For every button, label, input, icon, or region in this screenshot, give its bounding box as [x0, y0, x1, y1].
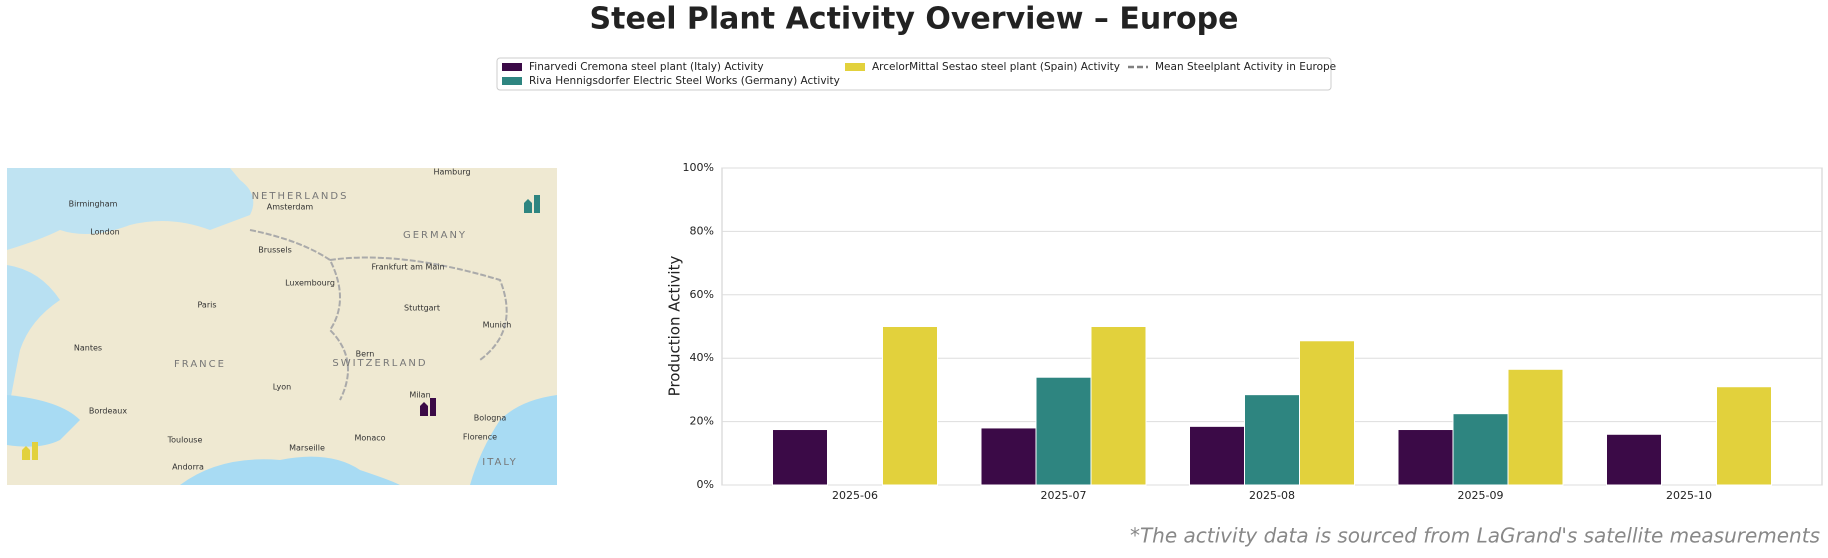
bar [1299, 340, 1355, 486]
map-city-label: Luxembourg [285, 279, 335, 288]
map-city-label: Toulouse [167, 436, 203, 445]
y-tick-label: 0% [697, 478, 714, 491]
legend-swatch [502, 63, 522, 71]
map-city-label: Hamburg [433, 168, 470, 177]
map-city-label: Monaco [354, 434, 385, 443]
bar [1507, 368, 1564, 486]
map-city-label: Bordeaux [89, 407, 128, 416]
bar [1452, 413, 1509, 486]
bar [1244, 394, 1300, 486]
map-city-label: Amsterdam [267, 203, 314, 212]
map-sea [470, 395, 557, 485]
map-city-label: Lyon [273, 383, 291, 392]
map-city-label: Florence [463, 433, 497, 442]
bar [1189, 425, 1245, 486]
map-country-label: SWITZERLAND [332, 358, 427, 369]
map-country-label: NETHERLANDS [252, 191, 349, 202]
map-city-label: Bern [356, 350, 375, 359]
chart-title: Steel Plant Activity Overview – Europe [590, 2, 1239, 37]
map-city-label: Nantes [74, 344, 102, 353]
x-tick-label: 2025-07 [1041, 489, 1087, 502]
y-axis-title: Production Activity [666, 256, 684, 397]
map-city-label: Stuttgart [404, 304, 440, 313]
bar [1090, 326, 1147, 486]
bar [1716, 386, 1772, 486]
plant-icon [524, 195, 540, 213]
map-city-label: Frankfurt am Main [371, 263, 444, 272]
bar [1606, 433, 1662, 486]
map-country-label: FRANCE [174, 359, 226, 370]
map-sea [180, 456, 400, 485]
map-city-label: Brussels [258, 246, 292, 255]
legend-label: Riva Hennigsdorfer Electric Steel Works … [529, 75, 840, 87]
y-tick-label: 100% [683, 161, 714, 174]
legend-box [496, 57, 1332, 91]
map-city-label: Milan [409, 391, 430, 400]
map-city-label: Paris [197, 301, 216, 310]
plant-icon [420, 398, 436, 416]
y-tick-label: 40% [690, 351, 714, 364]
map-city-label: Munich [483, 321, 512, 330]
bar [882, 326, 938, 486]
legend-label: ArcelorMittal Sestao steel plant (Spain)… [872, 61, 1120, 73]
map-country-label: ITALY [482, 457, 517, 468]
x-tick-label: 2025-08 [1249, 489, 1295, 502]
map-city-label: Bologna [474, 414, 507, 423]
map-city-label: Birmingham [69, 200, 118, 209]
x-tick-label: 2025-06 [832, 489, 878, 502]
map-city-label: Marseille [289, 444, 325, 453]
footnote: *The activity data is sourced from LaGra… [1130, 524, 1820, 548]
map-country-label: GERMANY [403, 230, 467, 241]
bar [1397, 429, 1454, 486]
bar [980, 427, 1037, 486]
plant-icon [22, 442, 38, 460]
y-tick-label: 20% [690, 415, 714, 428]
map-sea [7, 168, 254, 250]
x-tick-label: 2025-10 [1666, 489, 1712, 502]
map-border [249, 229, 508, 401]
legend-swatch [845, 63, 865, 71]
map-city-label: Andorra [172, 463, 204, 472]
legend-label: Mean Steelplant Activity in Europe [1155, 61, 1336, 73]
legend-label: Finarvedi Cremona steel plant (Italy) Ac… [529, 61, 764, 73]
legend-swatch [502, 77, 522, 85]
map-sea [7, 395, 80, 447]
bar [1035, 376, 1092, 486]
bar [772, 429, 828, 486]
map-city-label: London [90, 228, 119, 237]
y-tick-label: 80% [690, 224, 714, 237]
map [7, 168, 557, 485]
x-tick-label: 2025-09 [1458, 489, 1504, 502]
map-sea [7, 265, 60, 420]
y-tick-label: 60% [690, 288, 714, 301]
